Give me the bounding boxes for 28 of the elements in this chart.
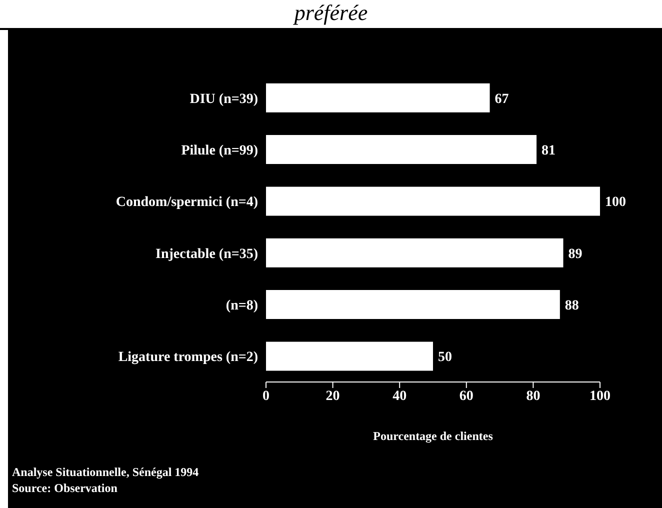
data-label: 89 bbox=[568, 246, 582, 262]
bar bbox=[266, 186, 600, 216]
x-tick-label: 80 bbox=[526, 388, 540, 404]
x-tick-label: 0 bbox=[262, 388, 270, 404]
y-tick-label: (n=8) bbox=[226, 298, 258, 314]
text: Analyse Situationnelle, Sénégal 1994 bbox=[12, 464, 199, 480]
bar bbox=[266, 83, 490, 112]
bar bbox=[266, 135, 537, 164]
bar bbox=[266, 342, 433, 371]
data-label: 100 bbox=[605, 195, 626, 210]
y-tick-label: Pilule (n=99) bbox=[181, 143, 258, 158]
bar bbox=[266, 290, 560, 320]
y-tick-label: Injectable (n=35) bbox=[156, 246, 258, 262]
x-tick-label: 20 bbox=[326, 388, 340, 404]
x-axis-title: Pourcentage de clientes bbox=[373, 429, 494, 443]
y-tick-label: Ligature trompes (n=2) bbox=[118, 350, 258, 366]
x-tick-label: 100 bbox=[590, 388, 610, 404]
data-label: 67 bbox=[494, 92, 509, 107]
x-tick-label: 60 bbox=[459, 388, 474, 404]
data-label: 88 bbox=[564, 298, 579, 314]
chart-title: préférée bbox=[0, 0, 662, 30]
data-label: 50 bbox=[438, 350, 452, 366]
x-tick-label: 40 bbox=[392, 388, 407, 404]
y-tick-label: DIU (n=39) bbox=[190, 92, 258, 107]
y-tick-label: Condom/spermici (n=4) bbox=[116, 195, 258, 210]
data-label: 81 bbox=[542, 144, 556, 159]
source-note: Source: Observation bbox=[12, 480, 118, 496]
bar bbox=[266, 238, 564, 268]
